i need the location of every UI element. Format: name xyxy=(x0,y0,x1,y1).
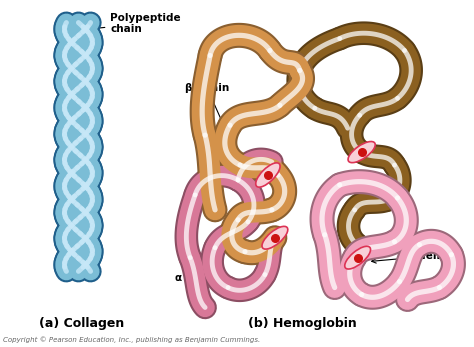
Text: β Chain: β Chain xyxy=(185,83,229,132)
Text: (a) Collagen: (a) Collagen xyxy=(38,318,124,330)
Text: α Chain: α Chain xyxy=(175,268,219,282)
Text: (b) Hemoglobin: (b) Hemoglobin xyxy=(248,318,357,330)
Text: Iron: Iron xyxy=(364,235,441,256)
Ellipse shape xyxy=(256,163,280,187)
Ellipse shape xyxy=(348,142,375,163)
Text: Polypeptide
chain: Polypeptide chain xyxy=(76,12,181,34)
Text: Heme: Heme xyxy=(372,251,451,263)
Text: Copyright © Pearson Education, Inc., publishing as Benjamin Cummings.: Copyright © Pearson Education, Inc., pub… xyxy=(3,337,260,343)
Ellipse shape xyxy=(345,246,371,269)
Ellipse shape xyxy=(262,226,288,249)
